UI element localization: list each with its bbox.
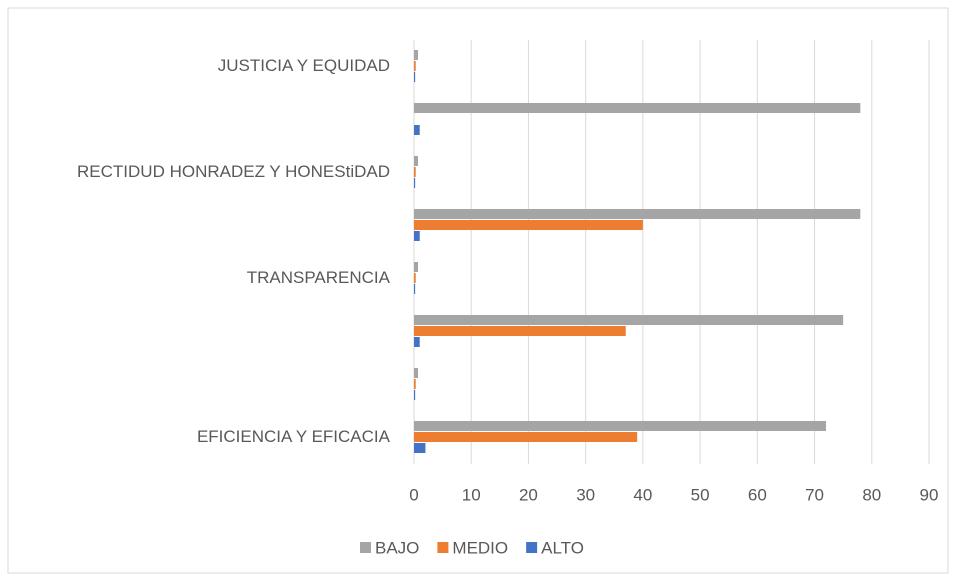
x-tick-label: 30 <box>576 485 595 504</box>
bar <box>414 368 419 378</box>
bar <box>414 315 844 325</box>
bar <box>414 178 416 188</box>
legend-label: BAJO <box>375 538 419 557</box>
bar <box>414 432 638 442</box>
bar <box>414 284 416 294</box>
bar <box>414 61 416 71</box>
bar <box>414 443 426 453</box>
legend-label: MEDIO <box>452 538 508 557</box>
x-tick-label: 0 <box>409 485 418 504</box>
bar <box>414 72 416 82</box>
bar <box>414 390 416 400</box>
y-tick-label: JUSTICIA Y EQUIDAD <box>218 56 390 75</box>
x-tick-label: 90 <box>920 485 939 504</box>
bar <box>414 421 826 431</box>
x-tick-label: 60 <box>748 485 767 504</box>
x-tick-label: 80 <box>862 485 881 504</box>
bar <box>414 262 419 272</box>
bar <box>414 220 643 230</box>
y-tick-label: TRANSPARENCIA <box>247 268 391 287</box>
chart-border <box>7 7 949 574</box>
bar <box>414 103 861 113</box>
bar <box>414 379 416 389</box>
legend-swatch <box>437 542 449 553</box>
y-tick-label: EFICIENCIA Y EFICACIA <box>197 427 391 446</box>
bar <box>414 125 420 135</box>
legend-swatch <box>526 542 538 553</box>
bar <box>414 337 420 347</box>
x-tick-label: 50 <box>691 485 710 504</box>
bar <box>414 326 626 336</box>
bar <box>414 209 861 219</box>
x-tick-label: 40 <box>633 485 652 504</box>
bar <box>414 156 419 166</box>
legend-swatch <box>360 542 371 553</box>
bar <box>414 167 416 177</box>
x-tick-label: 10 <box>462 485 481 504</box>
bar <box>414 50 419 60</box>
x-tick-label: 20 <box>519 485 538 504</box>
bar <box>414 231 420 241</box>
bar <box>414 273 416 283</box>
y-tick-label: RECTIDUD HONRADEZ Y HONEStiDAD <box>77 162 390 181</box>
x-tick-label: 70 <box>805 485 824 504</box>
legend-label: ALTO <box>541 538 584 557</box>
